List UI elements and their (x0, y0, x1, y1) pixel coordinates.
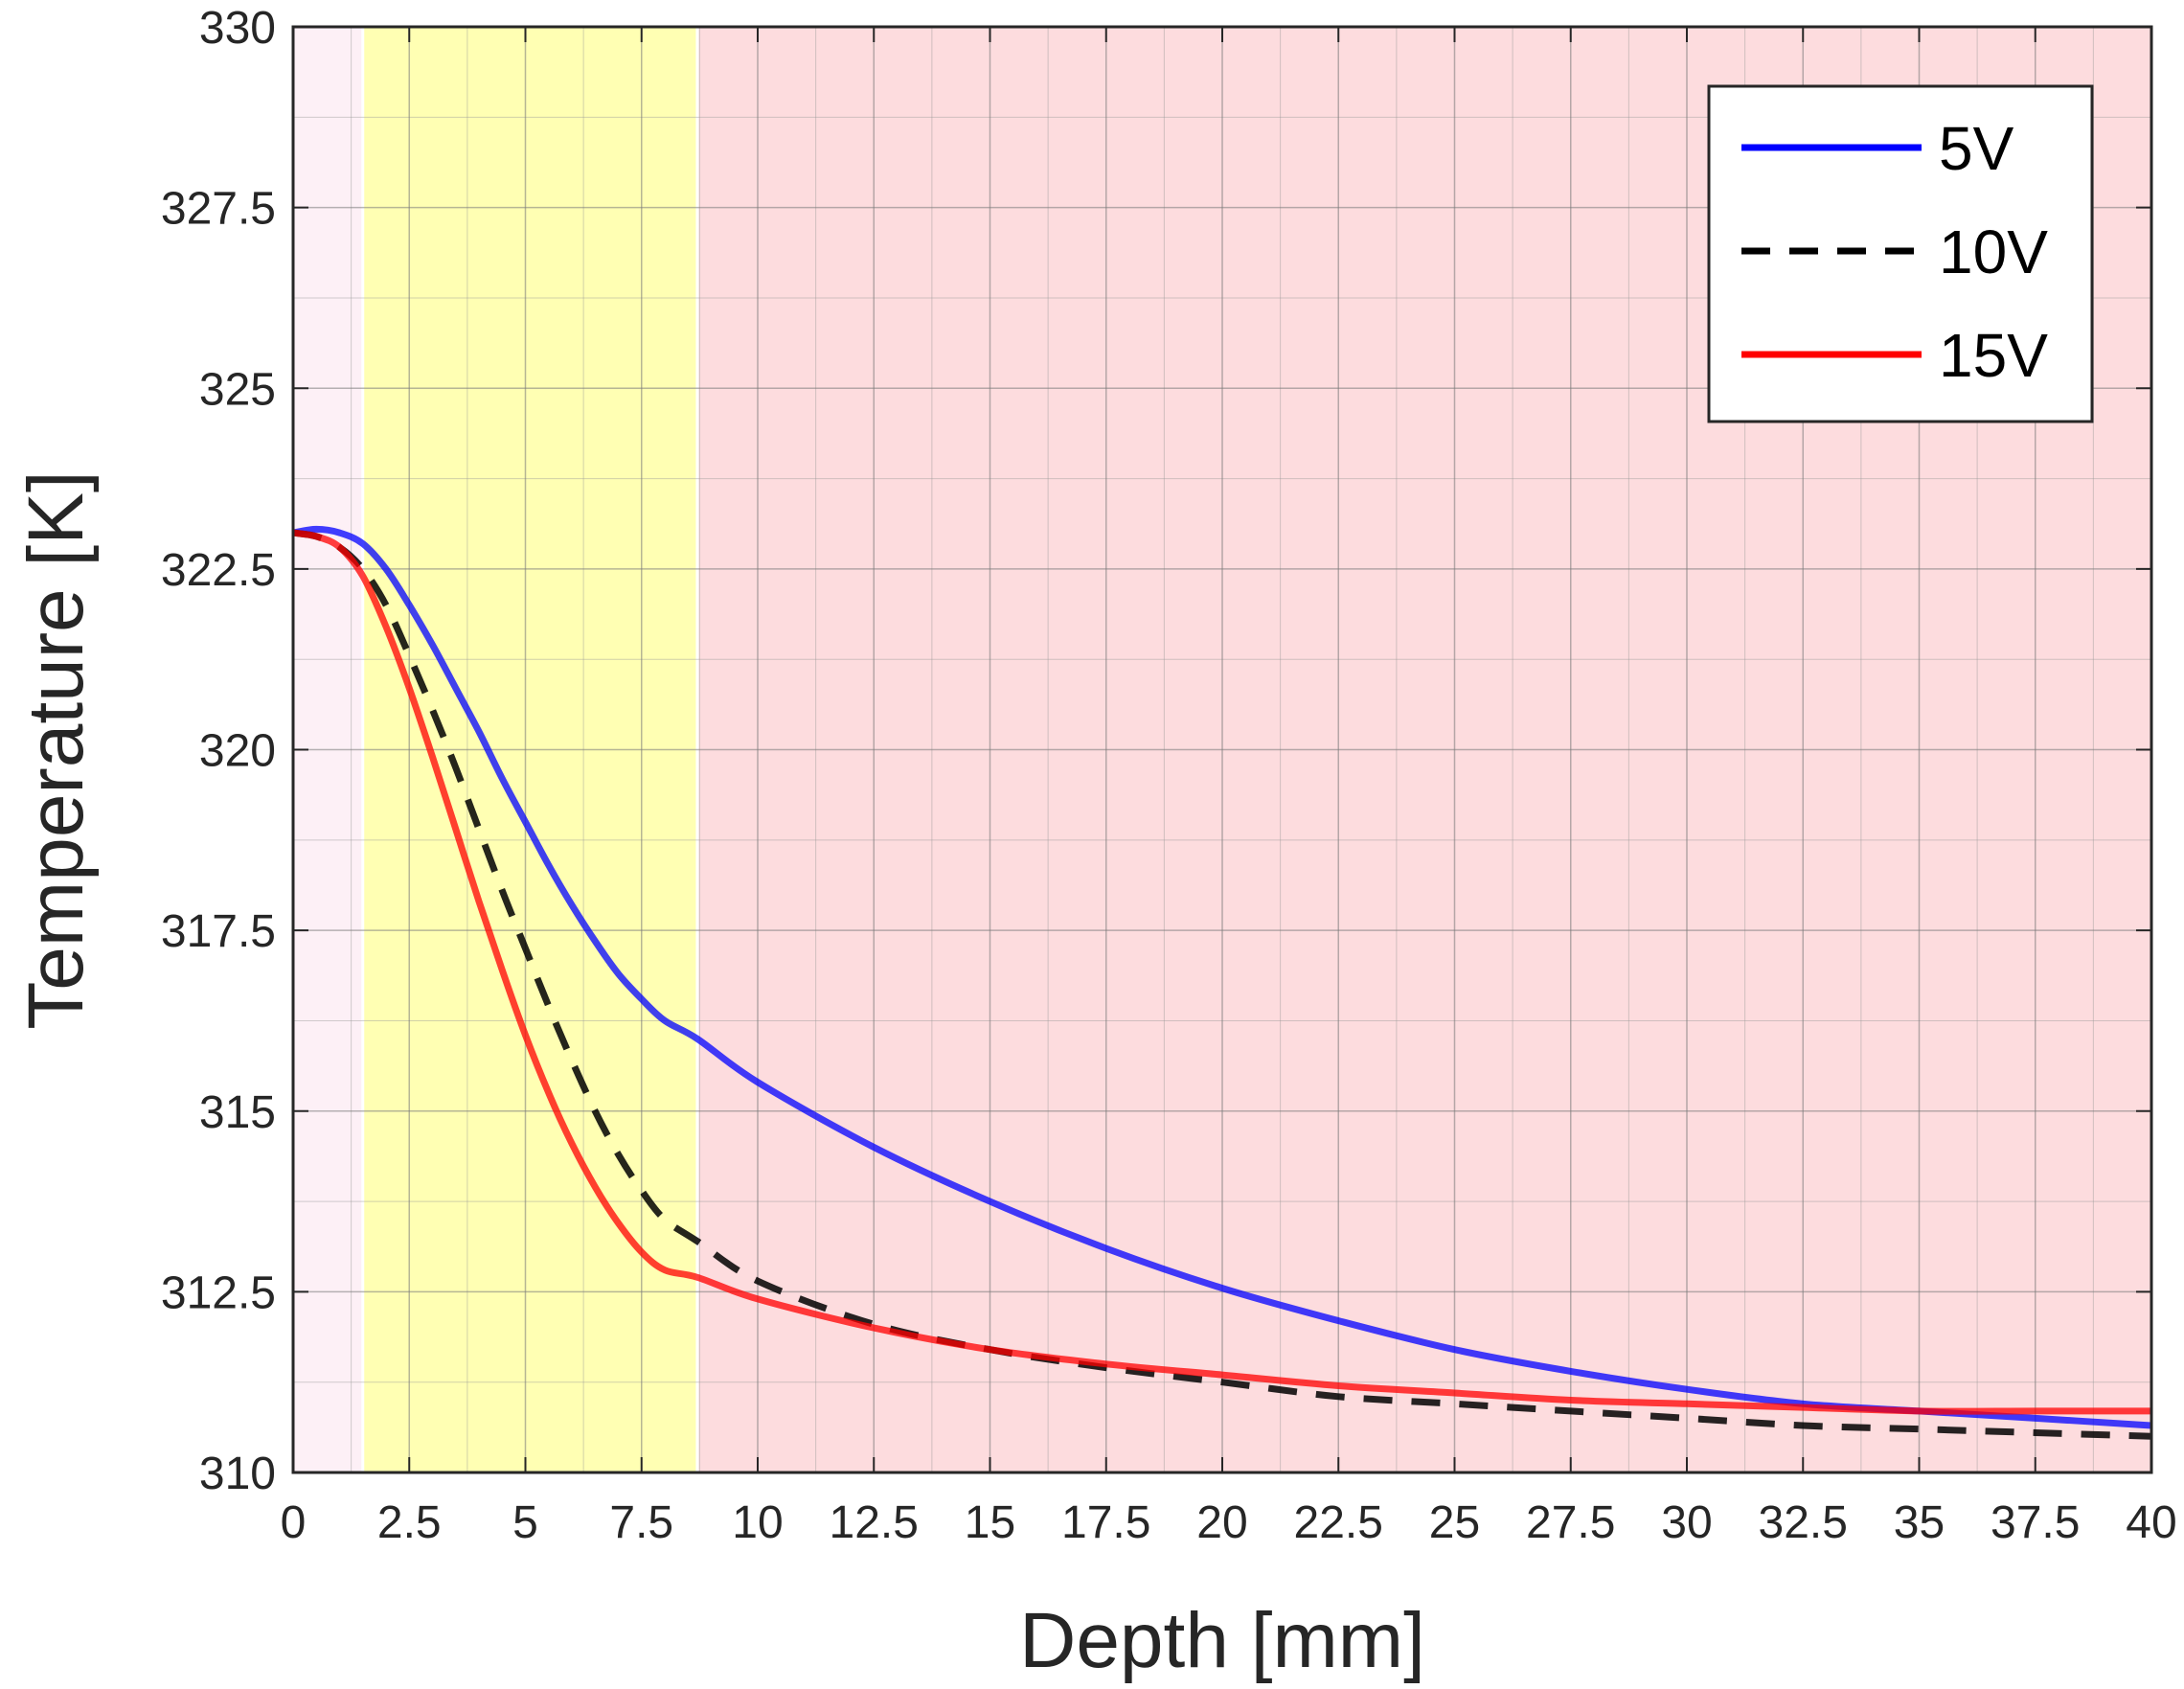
series-line-15v (292, 529, 2151, 1415)
y-tick-label: 317.5 (161, 906, 276, 957)
x-tick-label: 5 (512, 1497, 538, 1548)
x-tick-label: 10 (732, 1497, 783, 1548)
y-tick-label: 310 (199, 1449, 276, 1499)
x-tick-label: 25 (1429, 1497, 1480, 1548)
x-tick-label: 30 (1661, 1497, 1712, 1548)
legend-label-5v: 5V (1939, 114, 2014, 183)
x-tick-label: 7.5 (609, 1497, 673, 1548)
x-tick-label: 0 (281, 1497, 307, 1548)
x-tick-label: 37.5 (1991, 1497, 2080, 1548)
series-lines (292, 525, 2152, 1440)
x-tick-label: 40 (2126, 1497, 2176, 1548)
x-tick-label: 22.5 (1294, 1497, 1383, 1548)
x-axis-label: Depth [mm] (1019, 1597, 1425, 1684)
series-line-5v (292, 525, 2152, 1429)
x-tick-label: 17.5 (1061, 1497, 1150, 1548)
y-tick-label: 322.5 (161, 545, 276, 596)
x-axis-ticks: 0 2.5 5 7.5 10 12.5 15 17.5 20 22.5 25 27.5 30 32.5 35… (281, 27, 2177, 1548)
y-tick-label: 330 (199, 3, 276, 54)
y-tick-label: 315 (199, 1087, 276, 1138)
x-tick-label: 15 (965, 1497, 1015, 1548)
x-tick-label: 2.5 (377, 1497, 442, 1548)
y-tick-label: 325 (199, 364, 276, 415)
y-axis-ticks: 310 312.5 315 317.5 320 322.5 325 327.5 330 (161, 3, 2151, 1499)
legend-label-15v: 15V (1939, 321, 2048, 390)
series-line-10v (292, 529, 2152, 1440)
y-tick-label: 320 (199, 726, 276, 777)
x-tick-label: 35 (1894, 1497, 1945, 1548)
x-tick-label: 32.5 (1759, 1497, 1848, 1548)
legend-label-10v: 10V (1939, 217, 2048, 286)
y-axis-label: Temperature [K] (12, 470, 100, 1029)
y-tick-label: 327.5 (161, 184, 276, 235)
x-tick-label: 20 (1196, 1497, 1247, 1548)
y-tick-label: 312.5 (161, 1267, 276, 1318)
x-tick-label: 12.5 (830, 1497, 919, 1548)
x-tick-label: 27.5 (1526, 1497, 1615, 1548)
legend: 5V 10V 15V (1707, 84, 2094, 423)
